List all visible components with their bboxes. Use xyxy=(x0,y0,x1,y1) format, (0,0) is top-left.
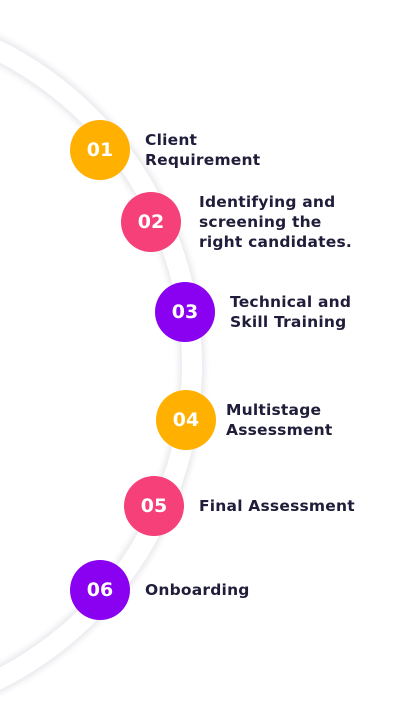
step-3-label: Technical and Skill Training xyxy=(230,292,351,332)
step-4-number: 04 xyxy=(172,409,200,431)
step-3-label-line-1: Technical and xyxy=(230,293,352,311)
step-2: 02 Identifying and screening the right c… xyxy=(121,192,352,252)
step-5-number: 05 xyxy=(140,495,168,517)
step-6-number: 06 xyxy=(86,579,114,601)
step-1-number: 01 xyxy=(86,139,114,161)
step-5: 05 Final Assessment xyxy=(124,476,355,536)
step-5-label-line-1: Final Assessment xyxy=(199,497,355,515)
step-4-label-line-2: Assessment xyxy=(226,421,333,439)
step-5-label: Final Assessment xyxy=(199,496,355,516)
step-2-label-line-2: screening the xyxy=(199,213,322,231)
step-1-label-line-1: Client xyxy=(145,131,198,149)
step-4: 04 Multistage Assessment xyxy=(156,390,333,450)
step-6-badge: 06 xyxy=(70,560,130,620)
step-4-label: Multistage Assessment xyxy=(226,400,333,440)
step-1: 01 Client Requirement xyxy=(70,120,260,180)
step-1-label-line-2: Requirement xyxy=(145,151,261,169)
step-2-label-line-1: Identifying and xyxy=(199,193,336,211)
step-3: 03 Technical and Skill Training xyxy=(155,282,351,342)
step-5-badge: 05 xyxy=(124,476,184,536)
step-2-label: Identifying and screening the right cand… xyxy=(199,192,352,252)
step-1-badge: 01 xyxy=(70,120,130,180)
step-6: 06 Onboarding xyxy=(70,560,250,620)
step-4-badge: 04 xyxy=(156,390,216,450)
step-6-label-line-1: Onboarding xyxy=(145,581,250,599)
step-6-label: Onboarding xyxy=(145,580,250,600)
step-2-badge: 02 xyxy=(121,192,181,252)
step-4-label-line-1: Multistage xyxy=(226,401,322,419)
step-3-number: 03 xyxy=(171,301,199,323)
step-3-badge: 03 xyxy=(155,282,215,342)
step-2-number: 02 xyxy=(137,211,165,233)
step-1-label: Client Requirement xyxy=(145,130,260,170)
step-3-label-line-2: Skill Training xyxy=(230,313,347,331)
step-2-label-line-3: right candidates. xyxy=(199,233,352,251)
